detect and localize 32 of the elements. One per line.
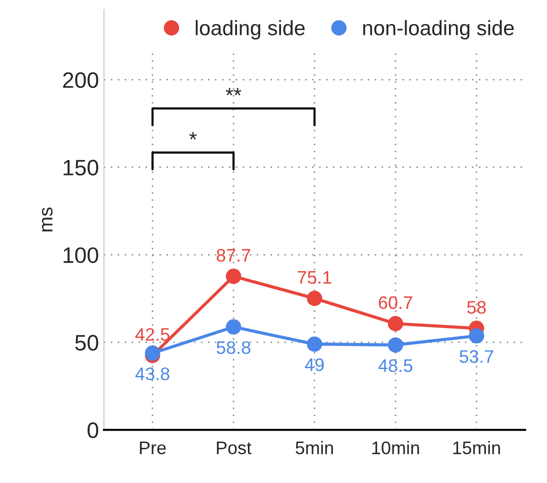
y-axis-title: ms <box>42 208 53 232</box>
x-tick-label: 5min <box>296 440 333 454</box>
data-label: 58 <box>467 300 486 314</box>
point <box>388 337 404 353</box>
y-tick-label: 0 <box>88 422 98 438</box>
point <box>226 319 242 335</box>
data-label: 48.5 <box>378 359 412 372</box>
y-tick-label: 150 <box>64 160 98 176</box>
data-label: 49 <box>304 358 324 372</box>
data-label: 75.1 <box>298 271 332 284</box>
data-label: 87.7 <box>216 248 250 262</box>
x-tick-label: 15min <box>453 440 500 454</box>
x-tick-label: Post <box>216 442 252 454</box>
data-label: 53.7 <box>460 350 494 363</box>
data-label: 43.8 <box>135 367 170 380</box>
point <box>226 268 242 284</box>
y-tick-label: 50 <box>75 334 98 351</box>
point <box>306 336 322 352</box>
y-tick-label: 100 <box>64 247 98 264</box>
data-label: 60.7 <box>378 296 412 309</box>
annotation: ** <box>226 88 242 96</box>
data-label: 42.5 <box>135 328 170 341</box>
data-label: 58.8 <box>216 341 250 354</box>
x-tick-label: 10min <box>372 440 419 454</box>
y-tick-label: 200 <box>63 72 98 88</box>
legend-label: loading side <box>196 20 305 40</box>
legend-label: non-loading side <box>363 20 514 40</box>
point <box>468 328 484 344</box>
point <box>388 316 404 332</box>
point <box>306 290 322 306</box>
x-tick-label: Pre <box>140 442 166 454</box>
annotation: * <box>189 132 197 140</box>
